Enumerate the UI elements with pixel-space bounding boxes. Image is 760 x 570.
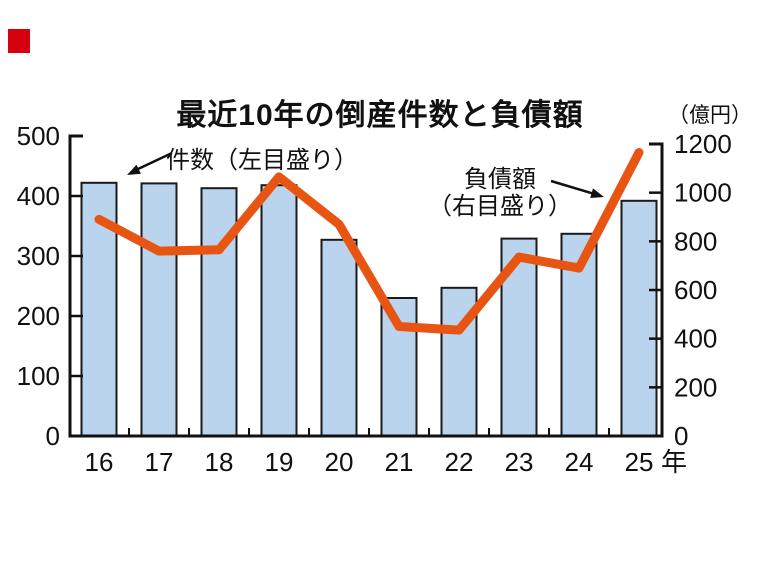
right-axis-tick-label: 0 — [674, 421, 688, 451]
bar-annotation-arrowhead — [127, 164, 141, 175]
x-axis-tick-label: 16 — [85, 447, 114, 477]
x-axis-tick-label: 24 — [565, 447, 594, 477]
count-bar — [620, 199, 658, 437]
line-series-annotation-line1: 負債額 — [464, 166, 536, 193]
right-axis-tick-label: 1200 — [674, 129, 732, 159]
x-axis-tick-label: 17 — [145, 447, 174, 477]
right-axis-tick-label: 1000 — [674, 178, 732, 208]
line-annotation-arrow-line — [550, 179, 594, 195]
bar-annotation-arrow-line — [136, 151, 173, 171]
bar-series-annotation: 件数（左目盛り） — [166, 147, 358, 174]
left-axis-tick-label: 0 — [46, 421, 60, 451]
x-axis-tick-label: 21 — [385, 447, 414, 477]
count-bar — [140, 182, 178, 437]
right-axis-tick-label: 800 — [674, 226, 717, 256]
left-axis-tick-label: 200 — [17, 301, 60, 331]
x-axis-tick-label: 19 — [265, 447, 294, 477]
left-axis-tick-label: 100 — [17, 361, 60, 391]
x-axis-tick-label: 20 — [325, 447, 354, 477]
debt-line — [94, 148, 644, 335]
x-axis-tick-label: 18 — [205, 447, 234, 477]
count-bar — [320, 238, 358, 437]
left-axis-tick-label: 300 — [17, 241, 60, 271]
line-series-annotation: 負債額 （右目盛り） — [420, 166, 580, 220]
count-bar — [260, 184, 298, 437]
count-bar — [200, 187, 238, 437]
x-axis-year-suffix-label: 年 — [661, 447, 687, 477]
red-corner-mark — [8, 29, 30, 53]
left-axis-tick-label: 400 — [17, 181, 60, 211]
x-axis-tick-label: 22 — [445, 447, 474, 477]
right-axis-tick-label: 600 — [674, 275, 717, 305]
chart-title: 最近10年の倒産件数と負債額 — [176, 99, 584, 132]
x-axis-tick-label: 23 — [505, 447, 534, 477]
line-series-annotation-line2: （右目盛り） — [428, 193, 572, 220]
line-annotation-arrowhead — [590, 188, 604, 198]
x-axis-tick-label: 25 — [625, 447, 654, 477]
right-axis-unit-label: （億円） — [668, 104, 752, 127]
axes-frame — [68, 134, 664, 438]
right-axis-tick-label: 200 — [674, 372, 717, 402]
left-axis-tick-label: 500 — [17, 121, 60, 151]
right-axis-tick-label: 400 — [674, 324, 717, 354]
